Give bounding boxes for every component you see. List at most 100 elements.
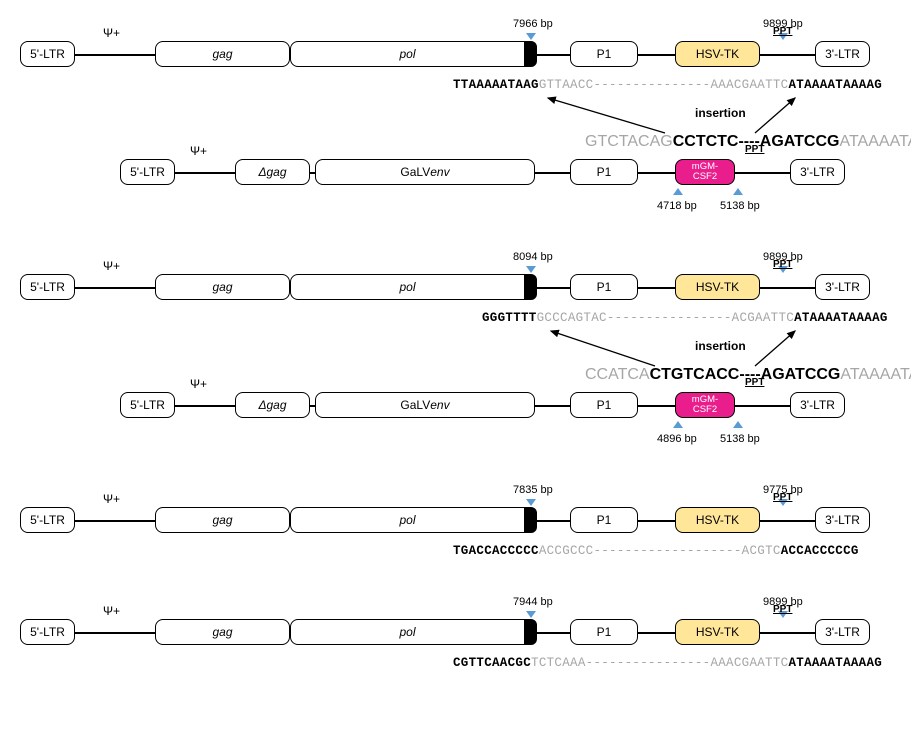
seq-grey: ATAAAATA — [839, 133, 911, 150]
track: Ψ+ 5'-LTR Δgag GaLV env P1 mGM-CSF2 PPT … — [15, 391, 896, 419]
marker-up — [733, 421, 743, 428]
bp-label: 4896 bp — [657, 433, 697, 445]
seq-grey: GCCCAGTAC — [537, 311, 607, 325]
track: Ψ+ 5'-LTR gag pol P1 HSV-TK PPT 3'-LTR — [15, 506, 896, 534]
track: Ψ+ 5'-LTR gag pol P1 HSV-TK PPT 3'-LTR — [15, 40, 896, 68]
track: Ψ+ 5'-LTR gag pol P1 HSV-TK PPT 3'-LTR — [15, 618, 896, 646]
seq-bold: ATAAAATAAAAG — [788, 78, 882, 92]
psi-label: Ψ+ — [190, 377, 207, 391]
construct-4: 7944 bp 9899 bp Ψ+ 5'-LTR gag pol P1 HSV… — [15, 598, 896, 648]
ltr5-box: 5'-LTR — [20, 619, 75, 645]
bp-label: 8094 bp — [513, 251, 553, 263]
p1-box: P1 — [570, 41, 638, 67]
insertion-label: insertion — [695, 339, 746, 353]
galv-box: GaLV env — [315, 392, 535, 418]
seq-grey: GTCTACAG — [585, 133, 673, 150]
seq-bold: GGGTTTT — [482, 311, 537, 325]
psi-label: Ψ+ — [190, 144, 207, 158]
seq-grey: ACGAATTC — [732, 311, 794, 325]
black-box — [525, 619, 537, 645]
marker-up — [733, 188, 743, 195]
seq-grey: ACGTC — [742, 544, 781, 558]
track: Ψ+ 5'-LTR gag pol P1 HSV-TK PPT 3'-LTR — [15, 273, 896, 301]
ltr3-box: 3'-LTR — [815, 507, 870, 533]
seq-bold: TTAAAAATAAG — [453, 78, 539, 92]
p1-box: P1 — [570, 159, 638, 185]
gag-box: gag — [155, 619, 290, 645]
seq-bold: CTGTCACC — [650, 366, 740, 383]
psi-label: Ψ+ — [103, 26, 120, 40]
psi-label: Ψ+ — [103, 259, 120, 273]
marker-down — [526, 611, 536, 618]
gag-box: gag — [155, 507, 290, 533]
bp-label: 7835 bp — [513, 484, 553, 496]
pol-box: pol — [290, 41, 525, 67]
ltr3-box: 3'-LTR — [815, 619, 870, 645]
black-box — [525, 507, 537, 533]
ppt-label: PPT — [773, 26, 792, 37]
hsvtk-box: HSV-TK — [675, 41, 760, 67]
psi-label: Ψ+ — [103, 604, 120, 618]
seq-grey: GTTAACC — [539, 78, 594, 92]
hsvtk-box: HSV-TK — [675, 507, 760, 533]
mgmcsf-box: mGM-CSF2 — [675, 392, 735, 418]
seq-bold: TGACCACCCCC — [453, 544, 539, 558]
pol-box: pol — [290, 274, 525, 300]
seq-bold: ATAAAATAAAAG — [794, 311, 888, 325]
seq-row: TGACCACCCCCACCGCCC-------------------ACG… — [15, 544, 896, 568]
seq-bold: CCTCTC — [673, 133, 739, 150]
gag-box: gag — [155, 41, 290, 67]
ppt-label: PPT — [745, 377, 764, 388]
construct-1-bottom: Ψ+ 5'-LTR Δgag GaLV env P1 mGM-CSF2 PPT … — [15, 153, 896, 223]
seq-row-top: GGGTTTTGCCCAGTAC----------------ACGAATTC… — [15, 311, 896, 331]
marker-down — [526, 266, 536, 273]
psi-label: Ψ+ — [103, 492, 120, 506]
p1-box: P1 — [570, 274, 638, 300]
ppt-label: PPT — [745, 144, 764, 155]
p1-box: P1 — [570, 507, 638, 533]
ppt-label: PPT — [773, 604, 792, 615]
black-box — [525, 274, 537, 300]
group-1: 7966 bp 9899 bp Ψ+ 5'-LTR gag pol P1 HSV… — [15, 20, 896, 223]
bp-label: 5138 bp — [720, 433, 760, 445]
construct-2-top: 8094 bp 9899 bp Ψ+ 5'-LTR gag pol P1 HSV… — [15, 253, 896, 303]
seq-grey: ACCGCCC — [539, 544, 594, 558]
ltr5-box: 5'-LTR — [20, 274, 75, 300]
insertion-label: insertion — [695, 106, 746, 120]
bp-label: 7944 bp — [513, 596, 553, 608]
seq-grey: AAACGAATTC — [710, 78, 788, 92]
mgmcsf-box: mGM-CSF2 — [675, 159, 735, 185]
pol-box: pol — [290, 619, 525, 645]
ltr5-box: 5'-LTR — [20, 507, 75, 533]
marker-down — [526, 499, 536, 506]
seq-grey: ATAAAATA — [840, 366, 911, 383]
seq-bold: AGATCCG — [760, 133, 840, 150]
dgag-box: Δgag — [235, 392, 310, 418]
construct-1-top: 7966 bp 9899 bp Ψ+ 5'-LTR gag pol P1 HSV… — [15, 20, 896, 70]
seq-bold: ACCACCCCCG — [781, 544, 859, 558]
seq-bold: AGATCCG — [761, 366, 841, 383]
dgag-box: Δgag — [235, 159, 310, 185]
p1-box: P1 — [570, 392, 638, 418]
marker-down — [526, 33, 536, 40]
track: Ψ+ 5'-LTR Δgag GaLV env P1 mGM-CSF2 PPT … — [15, 158, 896, 186]
bp-label: 4718 bp — [657, 200, 697, 212]
seq-row-top: TTAAAAATAAGGTTAACC---------------AAACGAA… — [15, 78, 896, 98]
group-3: 7835 bp 9775 bp Ψ+ 5'-LTR gag pol P1 HSV… — [15, 486, 896, 568]
marker-up — [673, 421, 683, 428]
hsvtk-box: HSV-TK — [675, 619, 760, 645]
ppt-label: PPT — [773, 259, 792, 270]
ltr3-box: 3'-LTR — [815, 41, 870, 67]
construct-3: 7835 bp 9775 bp Ψ+ 5'-LTR gag pol P1 HSV… — [15, 486, 896, 536]
ppt-label: PPT — [773, 492, 792, 503]
ltr5-box: 5'-LTR — [120, 159, 175, 185]
bp-label: 5138 bp — [720, 200, 760, 212]
ltr5-box: 5'-LTR — [20, 41, 75, 67]
marker-up — [673, 188, 683, 195]
gag-box: gag — [155, 274, 290, 300]
group-2: 8094 bp 9899 bp Ψ+ 5'-LTR gag pol P1 HSV… — [15, 253, 896, 456]
p1-box: P1 — [570, 619, 638, 645]
construct-2-bottom: Ψ+ 5'-LTR Δgag GaLV env P1 mGM-CSF2 PPT … — [15, 386, 896, 456]
ltr3-box: 3'-LTR — [790, 392, 845, 418]
hsvtk-box: HSV-TK — [675, 274, 760, 300]
